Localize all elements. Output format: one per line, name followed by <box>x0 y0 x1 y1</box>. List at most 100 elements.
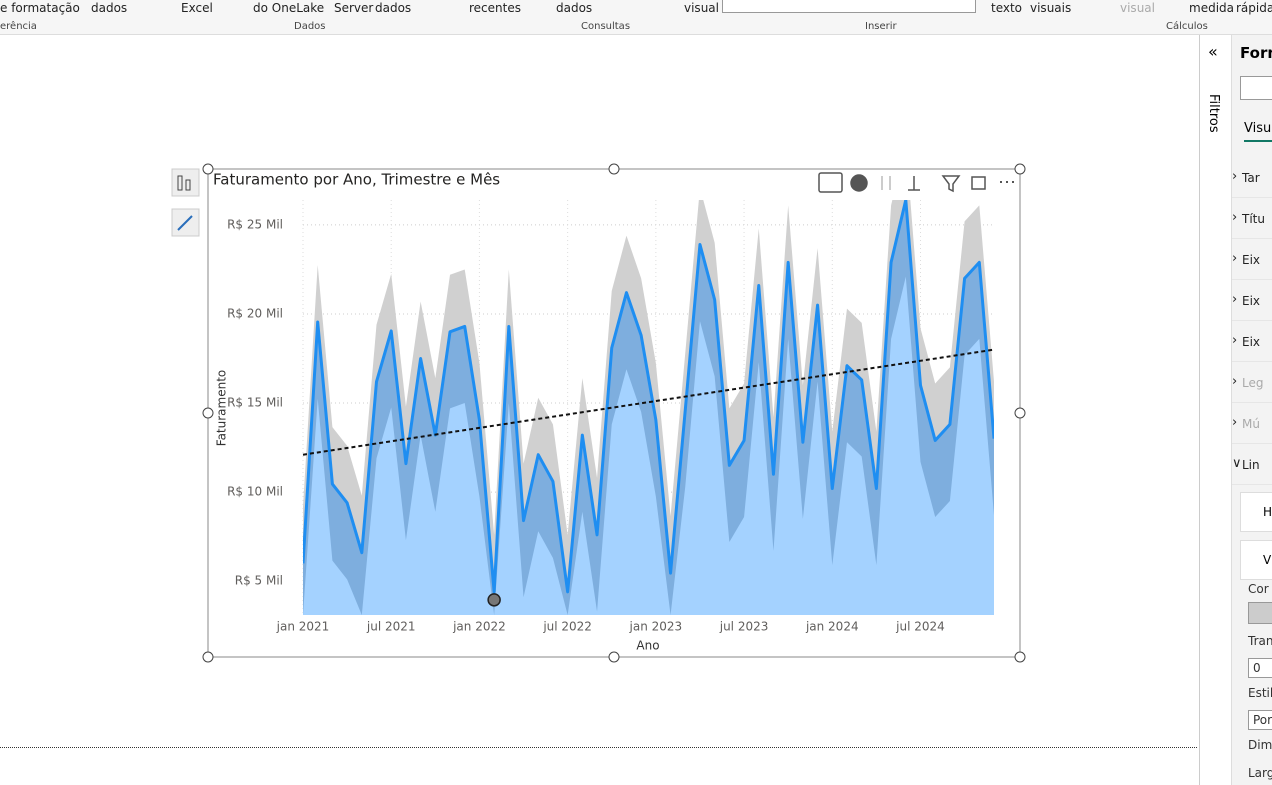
filter-icon[interactable] <box>941 175 961 193</box>
handle[interactable] <box>608 163 620 175</box>
y-tick-label: R$ 20 Mil <box>227 306 283 320</box>
line <box>303 200 994 594</box>
collapse-icon[interactable]: « <box>1208 42 1218 61</box>
section-label: Mú <box>1242 417 1260 431</box>
insert-gallery[interactable] <box>722 0 976 13</box>
subsection-label: H <box>1263 505 1272 519</box>
handle[interactable] <box>202 651 214 663</box>
y-tick-label: R$ 25 Mil <box>227 217 283 231</box>
plot-area <box>303 200 994 615</box>
ribbon-label[interactable]: Server <box>334 1 374 15</box>
icon <box>177 215 193 231</box>
section-label: Tar <box>1242 171 1260 185</box>
drill-down[interactable] <box>850 174 868 192</box>
ribbon-label[interactable]: dados <box>91 1 128 15</box>
field-label: Cor <box>1248 582 1269 596</box>
section-header[interactable]: Eix › <box>1232 239 1272 280</box>
drill-up[interactable] <box>818 172 843 193</box>
icon <box>177 175 183 191</box>
section-label: Eix <box>1242 335 1261 349</box>
section-label: Lin <box>1242 458 1260 472</box>
x-tick-label: jan 2022 <box>452 620 506 634</box>
expand-all[interactable] <box>908 176 920 191</box>
input-box[interactable]: Por <box>1248 710 1272 730</box>
ribbon-label[interactable]: visual <box>684 1 719 15</box>
pane-title: Form <box>1240 44 1272 62</box>
ribbon-label[interactable]: visuais <box>1030 1 1072 15</box>
side-buttons <box>171 168 200 237</box>
color-swatch[interactable] <box>1248 602 1272 624</box>
y-axis-title: Faturamento <box>215 370 229 446</box>
section-header[interactable]: Lin ∨ <box>1232 444 1272 485</box>
group-label: erência <box>0 21 37 32</box>
x-tick-label: jul 2024 <box>895 620 945 634</box>
section-label: Eix <box>1242 294 1261 308</box>
field-label: Estilo <box>1248 686 1272 700</box>
ribbon-label[interactable]: dados <box>375 1 412 15</box>
chevron: › <box>1232 374 1238 389</box>
section-header[interactable]: Títu › <box>1232 198 1272 239</box>
section-header[interactable]: Eix › <box>1232 321 1272 362</box>
handle[interactable] <box>608 651 620 663</box>
handles <box>202 163 1026 663</box>
section-header[interactable]: Eix › <box>1232 280 1272 321</box>
field-label: Trans <box>1248 634 1272 648</box>
ribbon-label[interactable]: medida <box>1189 1 1234 15</box>
ribbon <box>0 0 1272 35</box>
input-box[interactable]: 0 <box>1248 658 1272 678</box>
handle[interactable] <box>1014 163 1026 175</box>
page-boundary <box>0 747 1197 748</box>
trend-line <box>302 348 995 456</box>
x-tick-label: jul 2023 <box>719 620 769 634</box>
x-tick-label: jul 2021 <box>366 620 416 634</box>
chevron: › <box>1232 333 1238 348</box>
handle[interactable] <box>202 163 214 175</box>
group-label: Dados <box>294 21 326 32</box>
handle[interactable] <box>1014 407 1026 419</box>
ribbon-label[interactable]: dados <box>556 1 593 15</box>
chevron: › <box>1232 415 1238 430</box>
focus-mode[interactable] <box>971 176 986 190</box>
ribbon-label[interactable]: recentes <box>469 1 521 15</box>
subsection[interactable]: V <box>1240 540 1272 580</box>
section-header[interactable]: Tar › <box>1232 157 1272 198</box>
x-axis-title: Ano <box>636 639 659 653</box>
ribbon-label[interactable]: do OneLake <box>253 1 325 15</box>
y-tick-label: R$ 10 Mil <box>227 485 283 499</box>
chevron: › <box>1232 169 1238 184</box>
search-box[interactable] <box>1240 76 1272 100</box>
chart: Faturamento por Ano, Trimestre e Mês Ano… <box>171 163 1026 663</box>
ribbon-label[interactable]: texto <box>991 1 1023 15</box>
subsection-label: V <box>1263 553 1272 567</box>
x-tick-label: jan 2024 <box>805 620 859 634</box>
group-label: Consultas <box>581 21 631 32</box>
chevron: › <box>1232 210 1238 225</box>
field-label: Dime <box>1248 738 1272 752</box>
ribbon-label[interactable]: e formatação <box>0 1 80 15</box>
group-label: Inserir <box>865 21 897 32</box>
chart-title: Faturamento por Ano, Trimestre e Mês <box>213 171 500 189</box>
ribbon-label[interactable]: Excel <box>181 1 213 15</box>
y-tick-label: R$ 5 Mil <box>235 574 283 588</box>
filters-label[interactable]: Filtros <box>1206 94 1221 133</box>
subsection[interactable]: H <box>1240 492 1272 532</box>
lower-band <box>303 276 994 615</box>
handle[interactable] <box>1014 651 1026 663</box>
section-label: Eix <box>1242 253 1261 267</box>
section-label: Leg <box>1242 376 1264 390</box>
field-label: Larg <box>1248 766 1272 780</box>
ribbon-label[interactable]: visual <box>1120 1 1155 15</box>
icon <box>185 179 191 191</box>
expand[interactable] <box>881 176 891 190</box>
visual-toolbar <box>818 172 1014 193</box>
section-label: Títu <box>1242 212 1265 226</box>
section-header[interactable]: Leg › <box>1232 362 1272 403</box>
ribbon-label[interactable]: rápida <box>1236 1 1272 15</box>
filters-pane[interactable] <box>1199 35 1231 785</box>
pane-tab[interactable]: Visua <box>1244 121 1272 142</box>
x-tick-label: jan 2021 <box>276 620 330 634</box>
handle[interactable] <box>202 407 214 419</box>
group-label: Cálculos <box>1166 21 1208 32</box>
section-header[interactable]: Mú › <box>1232 403 1272 444</box>
